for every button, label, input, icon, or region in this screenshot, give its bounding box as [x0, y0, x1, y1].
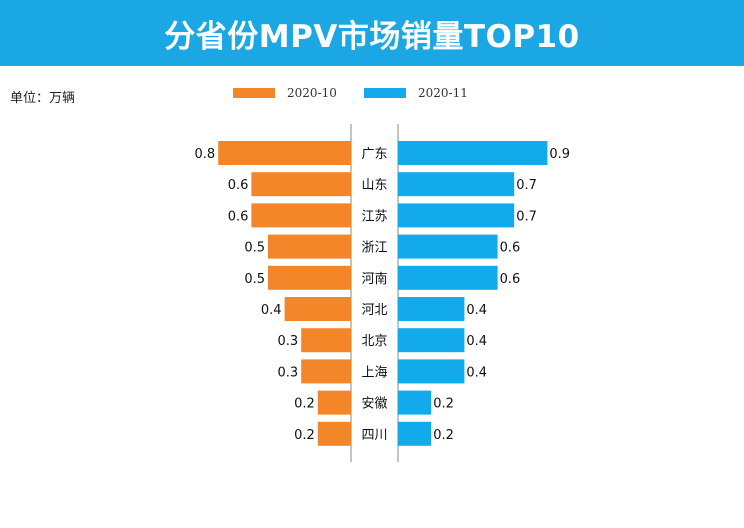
label-left-9: 0.2	[294, 397, 315, 412]
category-label-2: 山东	[361, 178, 387, 193]
bar-right-1	[398, 141, 548, 165]
label-right-6: 0.4	[466, 303, 487, 318]
label-left-4: 0.5	[244, 241, 265, 256]
bar-right-6	[398, 297, 465, 321]
bar-right-9	[398, 390, 432, 415]
category-label-10: 四川	[361, 428, 387, 443]
category-label-7: 北京	[361, 334, 387, 349]
label-right-7: 0.4	[466, 334, 487, 349]
label-left-2: 0.6	[228, 178, 249, 193]
label-left-3: 0.6	[228, 209, 249, 224]
label-right-4: 0.6	[500, 241, 521, 256]
legend-item-2020-10: 2020-10	[233, 86, 337, 100]
legend-label-2020-10: 2020-10	[287, 86, 337, 100]
category-label-1: 广东	[361, 147, 387, 162]
category-label-5: 河南	[361, 271, 387, 287]
label-left-7: 0.3	[278, 334, 299, 349]
bar-right-3	[398, 203, 515, 228]
label-right-1: 0.9	[549, 147, 570, 162]
bar-left-5	[268, 265, 351, 290]
bar-left-8	[301, 359, 351, 384]
label-right-10: 0.2	[433, 428, 454, 443]
label-left-5: 0.5	[244, 272, 265, 287]
legend-label-2020-11: 2020-11	[418, 86, 468, 100]
bar-left-3	[251, 203, 351, 228]
label-right-8: 0.4	[466, 365, 487, 380]
chart-title: 分省份MPV市场销量TOP10	[164, 18, 580, 55]
bar-left-9	[317, 390, 351, 415]
bar-left-6	[284, 297, 351, 321]
label-right-2: 0.7	[516, 178, 537, 193]
label-right-9: 0.2	[433, 397, 454, 412]
category-label-8: 上海	[361, 365, 387, 380]
bar-right-5	[398, 265, 498, 290]
category-label-9: 安徽	[361, 397, 387, 412]
unit-label: 单位：万辆	[10, 91, 76, 106]
bar-left-10	[317, 421, 351, 446]
bar-left-7	[301, 328, 351, 353]
bar-left-1	[218, 141, 351, 165]
bar-left-2	[251, 172, 351, 197]
category-label-3: 江苏	[361, 208, 387, 224]
bar-right-7	[398, 328, 465, 353]
label-left-10: 0.2	[294, 428, 315, 443]
bar-right-10	[398, 421, 432, 446]
label-right-3: 0.7	[516, 209, 537, 224]
category-label-6: 河北	[361, 303, 387, 318]
label-left-1: 0.8	[195, 147, 216, 162]
label-left-8: 0.3	[278, 365, 299, 380]
title-banner: 分省份MPV市场销量TOP10	[0, 0, 744, 66]
category-label-4: 浙江	[361, 241, 387, 256]
label-right-5: 0.6	[500, 272, 521, 287]
bar-left-4	[268, 234, 351, 259]
legend-swatch-2020-10	[233, 88, 275, 98]
bar-right-2	[398, 172, 515, 197]
bar-right-4	[398, 234, 498, 259]
legend-item-2020-11: 2020-11	[364, 86, 468, 100]
label-left-6: 0.4	[261, 303, 282, 318]
bar-right-8	[398, 359, 465, 384]
legend-swatch-2020-11	[364, 88, 406, 98]
